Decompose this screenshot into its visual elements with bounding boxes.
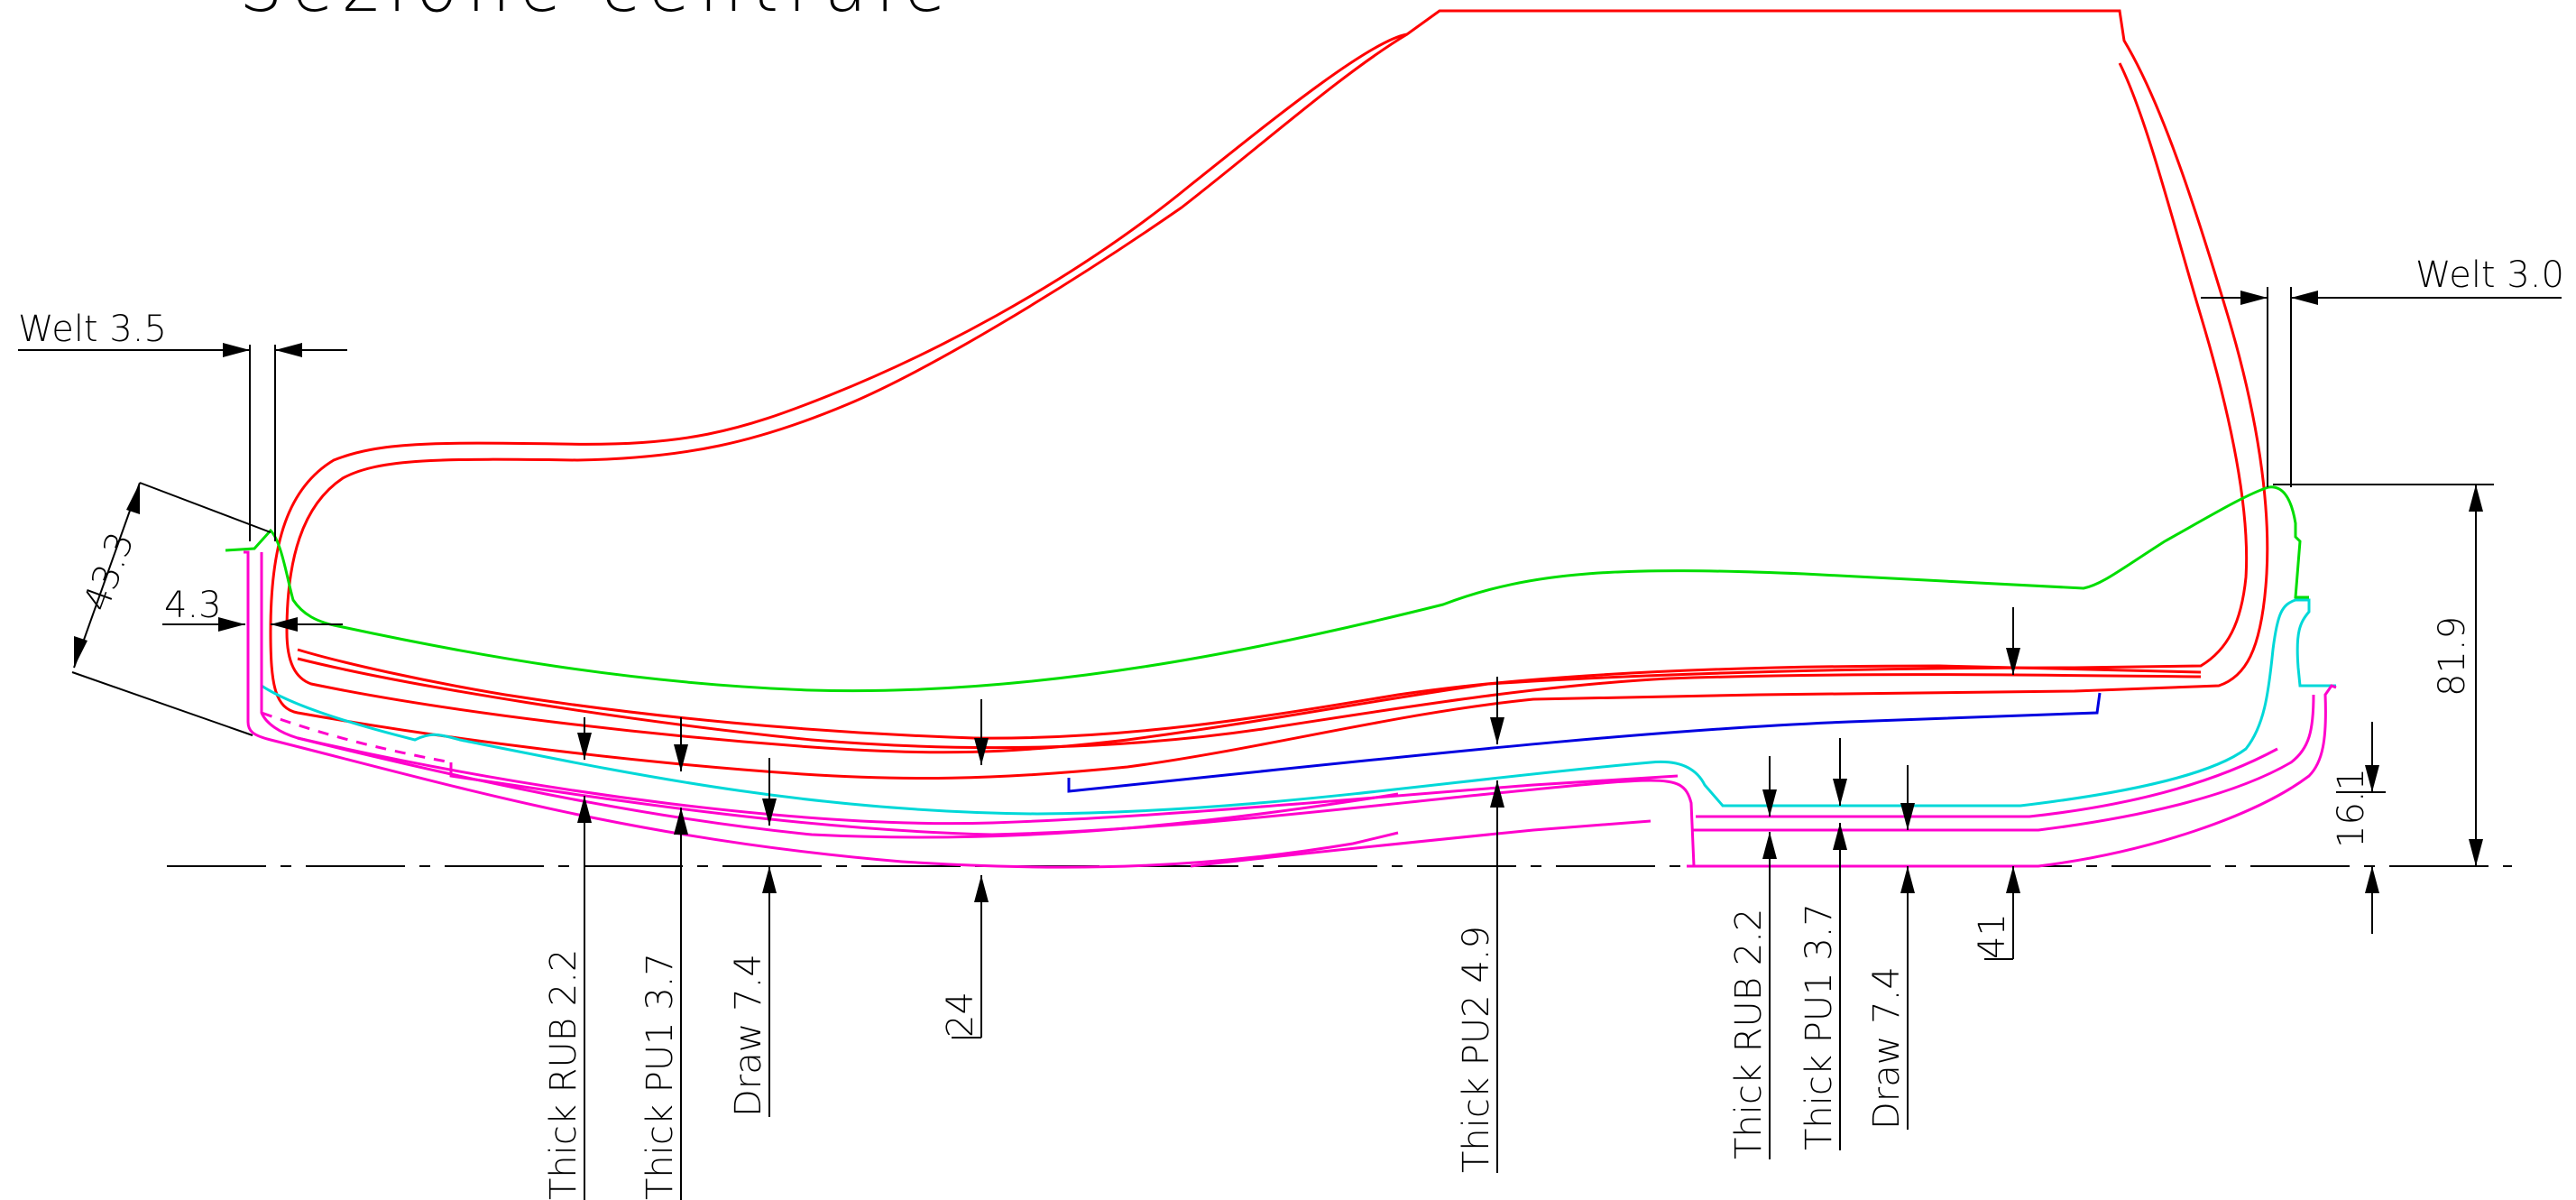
label-heel-offset: 16.1 <box>2331 768 2372 848</box>
label-forefoot-thick-pu1: Thick PU1 3.7 <box>639 953 681 1200</box>
dim-welt-right: Welt 3.0 <box>2201 254 2564 487</box>
upper-lasting-inner <box>297 648 2202 740</box>
label-total-height: 81.9 <box>2432 616 2473 697</box>
upper-outer-outline <box>269 9 2269 780</box>
dim-heel-thick-pu1: Thick PU1 3.7 <box>1799 738 1847 1150</box>
outsole-heel-inner <box>1691 694 2315 832</box>
label-heel-draw: Draw 7.4 <box>1866 966 1908 1130</box>
outsole-inner-line <box>260 552 1399 839</box>
dim-total-height: 81.9 <box>2273 484 2494 866</box>
label-heel-thick-rub: Thick RUB 2.2 <box>1728 909 1770 1159</box>
insole-line <box>225 485 2309 693</box>
upper-inner-outline <box>285 32 2249 754</box>
dim-forefoot-draw: Draw 7.4 <box>728 758 777 1117</box>
dim-heel-thickness: 41 <box>1972 607 2020 960</box>
dim-forefoot-thick-pu1: Thick PU1 3.7 <box>639 717 688 1200</box>
label-welt-right: Welt 3.0 <box>2415 254 2564 296</box>
outsole-pu2-fill-edge <box>1190 819 1651 868</box>
label-heel-thick-pu1: Thick PU1 3.7 <box>1799 903 1840 1150</box>
dim-heel-offset: 16.1 <box>2331 722 2386 934</box>
label-angle-thickness: 43.3 <box>76 527 143 616</box>
dim-forefoot-sole-thickness: 24 <box>940 699 989 1038</box>
outsole-outer-line <box>244 550 1399 869</box>
outsole-heel-line <box>1687 684 2337 868</box>
label-forefoot-thick-rub: Thick RUB 2.2 <box>543 949 584 1200</box>
label-forefoot-sole-thickness: 24 <box>940 992 981 1038</box>
label-welt-offset: 4.3 <box>164 585 222 626</box>
outsole-toe-layer-1 <box>449 762 1696 867</box>
dim-heel-draw: Draw 7.4 <box>1866 765 1915 1130</box>
drawing-title: Sezione centrale <box>239 0 955 27</box>
outsole-dashed-line <box>261 711 452 764</box>
outsole-heel-inner-2 <box>1696 747 2278 818</box>
dim-forefoot-thick-rub: Thick RUB 2.2 <box>543 717 592 1200</box>
dim-welt-offset: 4.3 <box>162 585 343 632</box>
label-heel-thickness: 41 <box>1972 913 2013 959</box>
dim-thick-pu2: Thick PU2 4.9 <box>1456 677 1504 1173</box>
label-thick-pu2: Thick PU2 4.9 <box>1456 926 1497 1173</box>
dim-welt-left: Welt 3.5 <box>18 309 347 541</box>
outsole-toe-layer-2 <box>297 736 1679 826</box>
label-welt-left: Welt 3.5 <box>18 309 167 350</box>
upper-lasting-outer <box>297 657 2202 750</box>
label-forefoot-draw: Draw 7.4 <box>728 954 769 1117</box>
dim-heel-thick-rub: Thick RUB 2.2 <box>1728 756 1777 1159</box>
shank-line <box>1067 692 2102 793</box>
midsole-pu-line <box>261 598 2336 816</box>
